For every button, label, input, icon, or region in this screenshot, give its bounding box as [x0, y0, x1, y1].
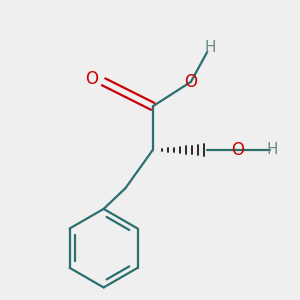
Text: O: O: [231, 141, 244, 159]
Text: O: O: [184, 73, 197, 91]
Text: H: H: [204, 40, 216, 55]
Text: H: H: [267, 142, 278, 158]
Text: O: O: [85, 70, 98, 88]
